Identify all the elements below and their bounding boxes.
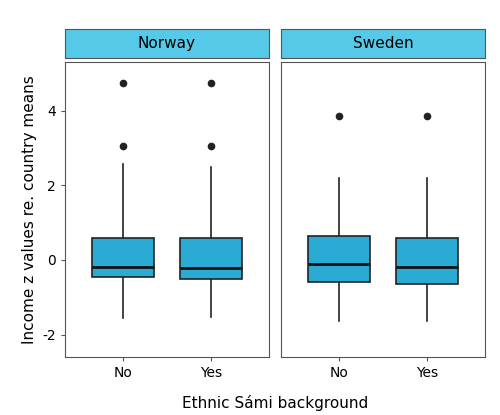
Text: Ethnic Sámi background: Ethnic Sámi background	[182, 395, 368, 411]
FancyBboxPatch shape	[180, 238, 242, 278]
FancyBboxPatch shape	[308, 236, 370, 281]
Text: Sweden: Sweden	[353, 36, 414, 51]
Y-axis label: Income z values re. country means: Income z values re. country means	[22, 75, 37, 344]
Text: Norway: Norway	[138, 36, 196, 51]
FancyBboxPatch shape	[92, 237, 154, 277]
FancyBboxPatch shape	[396, 237, 458, 284]
